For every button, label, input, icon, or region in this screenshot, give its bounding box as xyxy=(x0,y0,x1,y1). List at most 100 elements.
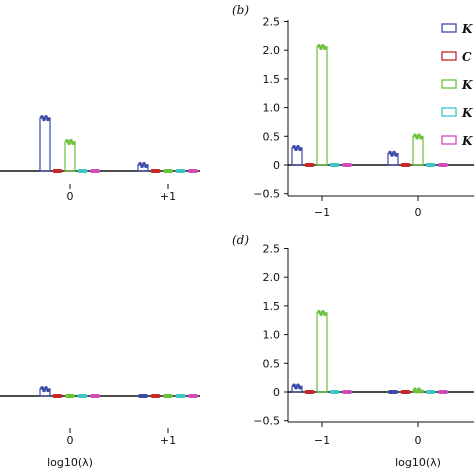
x-tick-label: −1 xyxy=(314,206,330,219)
data-point xyxy=(40,115,44,119)
data-point xyxy=(292,383,296,388)
bar xyxy=(304,163,315,167)
bar xyxy=(304,390,315,394)
data-point xyxy=(419,136,423,140)
legend-swatch xyxy=(441,79,457,89)
data-point xyxy=(321,43,325,48)
data-point xyxy=(413,387,417,392)
bar xyxy=(150,169,161,173)
data-point xyxy=(42,117,46,122)
data-point xyxy=(44,386,48,390)
legend-label: K xyxy=(461,134,473,148)
data-point xyxy=(298,147,302,152)
bar xyxy=(400,163,411,167)
data-point xyxy=(321,309,325,314)
legend-label: K xyxy=(461,22,473,36)
data-point xyxy=(317,309,321,314)
data-point xyxy=(40,386,44,390)
bar xyxy=(77,169,88,173)
legend-label: C xyxy=(462,50,472,64)
data-point xyxy=(46,388,50,393)
y-tick-label: 0.5 xyxy=(263,357,281,370)
bar xyxy=(188,169,198,173)
data-point xyxy=(296,383,300,388)
bar xyxy=(412,135,424,166)
data-point xyxy=(67,141,71,146)
legend-swatch xyxy=(441,23,457,33)
data-point xyxy=(317,43,321,48)
data-point xyxy=(390,153,394,157)
data-point xyxy=(42,388,46,393)
legend-swatch xyxy=(441,51,457,61)
x-tick-label: +1 xyxy=(160,190,176,203)
x-axis-label: log10(λ) xyxy=(47,456,93,469)
bar xyxy=(425,163,436,167)
bar xyxy=(388,390,398,394)
bar xyxy=(400,390,411,394)
data-point xyxy=(319,46,323,51)
y-tick-label: 2.5 xyxy=(263,16,281,29)
y-tick-label: 1.5 xyxy=(263,300,281,313)
data-point xyxy=(419,389,423,394)
data-point xyxy=(319,312,323,317)
bar xyxy=(329,390,340,394)
panel-3: 0 +1 log10(λ) xyxy=(0,386,200,469)
bar xyxy=(316,46,328,166)
x-axis-label: log10(λ) xyxy=(395,456,441,469)
legend-swatch xyxy=(441,135,457,145)
data-point xyxy=(44,115,48,119)
x-tick-label: 0 xyxy=(67,434,74,447)
data-point xyxy=(142,162,146,166)
y-tick-label: 1.0 xyxy=(263,102,281,115)
data-point xyxy=(394,153,398,157)
data-point xyxy=(415,136,419,140)
data-point xyxy=(413,133,417,138)
x-tick-label: −1 xyxy=(314,434,330,447)
bar xyxy=(90,394,100,398)
y-tick-label: 2.0 xyxy=(263,271,281,284)
data-point xyxy=(69,138,73,143)
bar xyxy=(64,141,76,172)
y-tick-label: −0.5 xyxy=(253,415,280,428)
data-point xyxy=(298,385,302,390)
data-point xyxy=(46,117,50,122)
y-tick-label: 0 xyxy=(273,159,280,172)
panel-label: (b) xyxy=(232,3,249,17)
x-tick-label: 0 xyxy=(67,190,74,203)
bar xyxy=(342,163,352,167)
legend-swatch xyxy=(441,107,457,117)
bar xyxy=(342,390,352,394)
bar xyxy=(77,394,88,398)
data-point xyxy=(388,150,392,155)
legend-label: K xyxy=(461,78,473,92)
bar xyxy=(39,117,51,172)
panel-label: (d) xyxy=(232,233,249,247)
y-tick-label: 0.5 xyxy=(263,130,281,143)
data-point xyxy=(65,138,69,143)
bar xyxy=(175,394,186,398)
panel-4: (d) −0.5 0 0.5 1.0 1.5 2.0 2.5 −1 0 log10(λ) xyxy=(232,233,474,469)
y-tick-label: −0.5 xyxy=(253,188,280,201)
data-point xyxy=(417,387,421,392)
y-tick-label: 1.0 xyxy=(263,329,281,342)
y-tick-label: 1.5 xyxy=(263,73,281,86)
bar xyxy=(52,169,63,173)
legend-label: K xyxy=(461,106,473,120)
panel-2: (b) −0.5 0 0.5 1.0 1.5 2.0 2.5 −1 0 xyxy=(232,3,474,219)
data-point xyxy=(323,312,327,317)
data-point xyxy=(296,144,300,149)
bar xyxy=(65,394,75,398)
data-point xyxy=(71,141,75,146)
y-tick-label: 0 xyxy=(273,386,280,399)
data-point xyxy=(144,164,148,169)
bar xyxy=(438,390,448,394)
bar xyxy=(316,312,328,393)
y-tick-label: 2.0 xyxy=(263,44,281,57)
bar xyxy=(438,163,448,167)
bar xyxy=(90,169,100,173)
data-point xyxy=(417,133,421,138)
bar xyxy=(52,394,63,398)
data-point xyxy=(138,162,142,166)
